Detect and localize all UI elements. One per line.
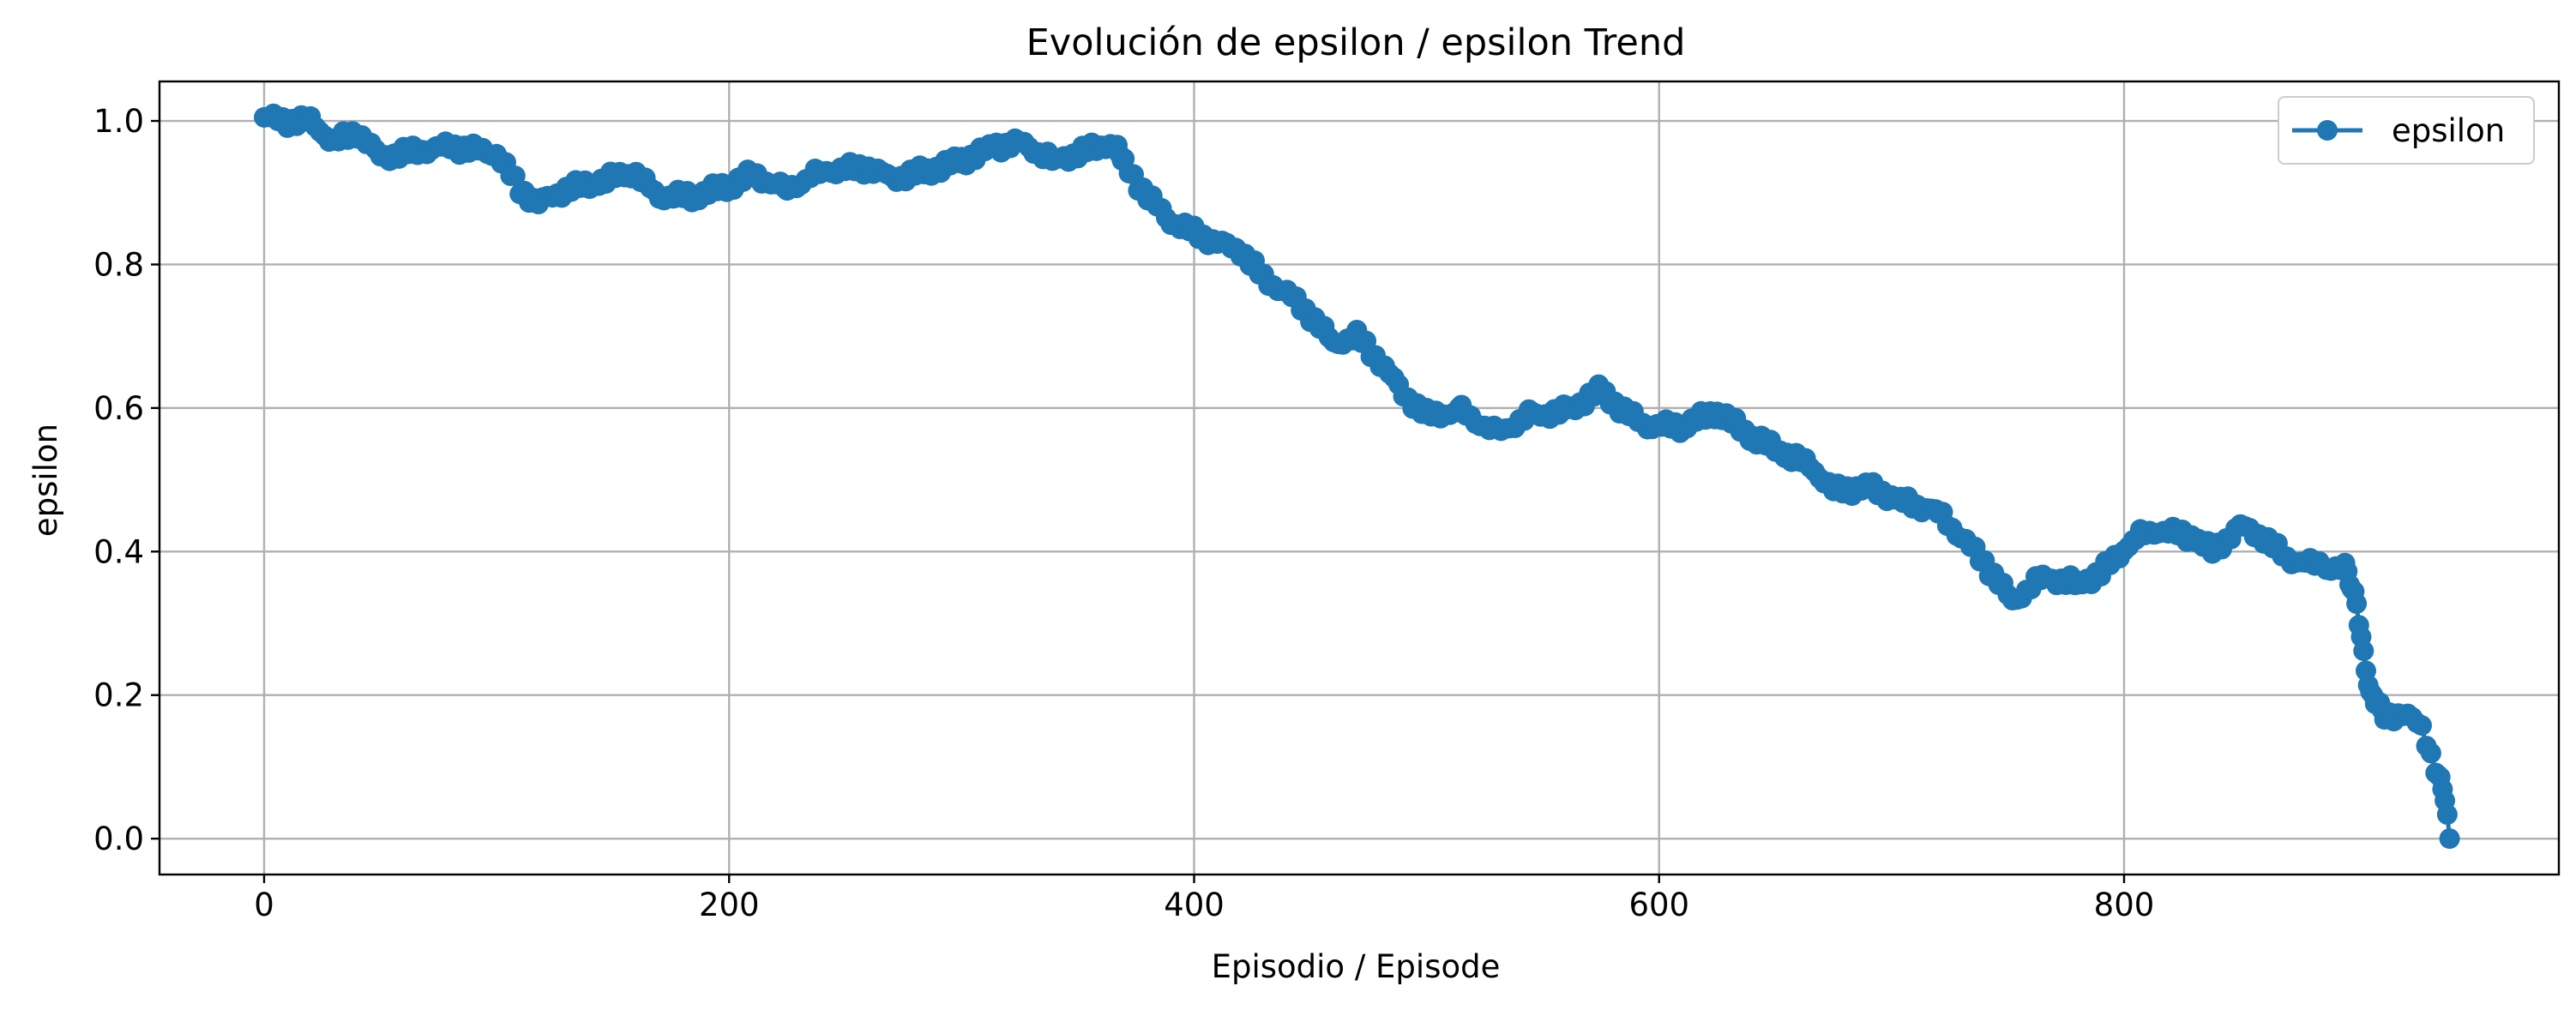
- y-tick-label: 0.4: [93, 533, 144, 570]
- grid: [159, 81, 2559, 875]
- x-axis: 0 200 400 600 800: [254, 875, 2154, 923]
- data-point: [2439, 828, 2460, 850]
- x-tick-label: 600: [1628, 887, 1689, 923]
- legend-marker-sample: [2317, 120, 2338, 141]
- x-axis-label: Episodio / Episode: [1212, 948, 1501, 985]
- data-point: [504, 165, 526, 187]
- plot-area: [254, 103, 2460, 850]
- x-tick-label: 800: [2094, 887, 2155, 923]
- y-tick-label: 1.0: [93, 103, 144, 140]
- data-point: [2436, 804, 2458, 825]
- legend: epsilon: [2278, 96, 2535, 165]
- chart-title: Evolución de epsilon / epsilon Trend: [1026, 21, 1686, 64]
- x-tick-label: 0: [254, 887, 274, 923]
- y-tick-label: 0.8: [93, 246, 144, 283]
- y-tick-label: 0.0: [93, 821, 144, 857]
- y-tick-label: 0.2: [93, 677, 144, 714]
- legend-box: [2278, 96, 2535, 165]
- y-axis-label: epsilon: [27, 424, 64, 537]
- axes-frame: [158, 80, 2561, 876]
- y-tick-label: 0.6: [93, 390, 144, 427]
- data-point: [2420, 742, 2441, 764]
- data-point: [2346, 593, 2368, 614]
- data-point: [2411, 715, 2432, 736]
- y-axis: 0.0 0.2 0.4 0.6 0.8 1.0: [93, 103, 159, 857]
- legend-label-epsilon: epsilon: [2392, 112, 2505, 149]
- data-point: [2353, 640, 2374, 662]
- x-tick-label: 400: [1164, 887, 1225, 923]
- x-tick-label: 200: [699, 887, 760, 923]
